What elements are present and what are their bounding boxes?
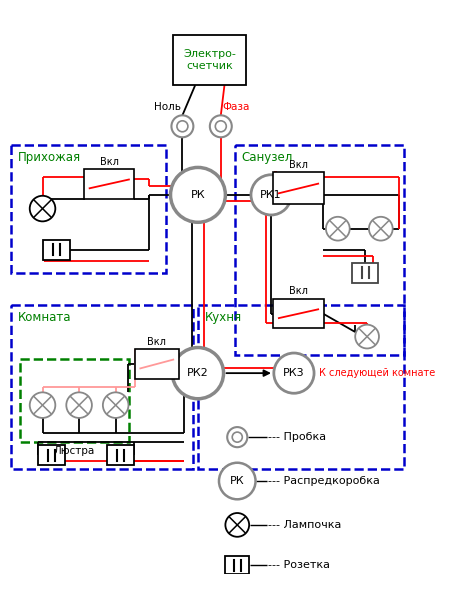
Text: РК1: РК1 [260, 190, 282, 200]
Text: Санузел: Санузел [242, 151, 293, 164]
Circle shape [227, 427, 248, 447]
Text: РК: РК [230, 476, 244, 486]
Text: --- Пробка: --- Пробка [268, 432, 326, 442]
Circle shape [326, 217, 350, 241]
Text: Прихожая: Прихожая [18, 151, 81, 164]
Text: Люстра: Люстра [54, 446, 95, 456]
Text: Ноль: Ноль [153, 101, 180, 112]
Text: Вкл: Вкл [289, 160, 308, 170]
Bar [352, 263, 378, 283]
Circle shape [30, 196, 55, 221]
Text: Фаза: Фаза [223, 101, 250, 112]
Bar [135, 349, 179, 379]
Circle shape [251, 175, 291, 215]
Text: Кухня: Кухня [205, 311, 243, 324]
Text: РК3: РК3 [283, 368, 305, 378]
Circle shape [274, 353, 314, 393]
Bar [173, 35, 247, 85]
Circle shape [232, 432, 242, 442]
Bar [225, 556, 249, 574]
Circle shape [219, 463, 256, 499]
Text: Вкл: Вкл [147, 337, 166, 347]
Circle shape [103, 392, 128, 418]
Bar [273, 172, 324, 205]
Text: Вкл: Вкл [100, 157, 119, 167]
Circle shape [210, 115, 232, 137]
Bar [43, 239, 70, 260]
Text: РК: РК [191, 190, 205, 200]
Text: --- Распредкоробка: --- Распредкоробка [268, 476, 380, 486]
Text: --- Лампочка: --- Лампочка [268, 520, 342, 530]
Text: Вкл: Вкл [289, 286, 308, 296]
Text: --- Розетка: --- Розетка [268, 560, 330, 570]
Text: К следующей комнате: К следующей комнате [319, 368, 435, 378]
Bar [38, 445, 65, 466]
Circle shape [172, 347, 224, 399]
Circle shape [171, 167, 225, 222]
Circle shape [215, 121, 226, 132]
Circle shape [171, 115, 193, 137]
Bar [84, 169, 135, 199]
Text: Электро-
счетчик: Электро- счетчик [184, 49, 236, 71]
Bar [273, 299, 324, 328]
Circle shape [225, 513, 249, 537]
Circle shape [66, 392, 92, 418]
Circle shape [355, 325, 379, 349]
Bar [107, 445, 134, 466]
Circle shape [369, 217, 393, 241]
Circle shape [30, 392, 55, 418]
Text: Комната: Комната [18, 311, 72, 324]
Circle shape [177, 121, 188, 132]
Text: РК2: РК2 [187, 368, 209, 378]
